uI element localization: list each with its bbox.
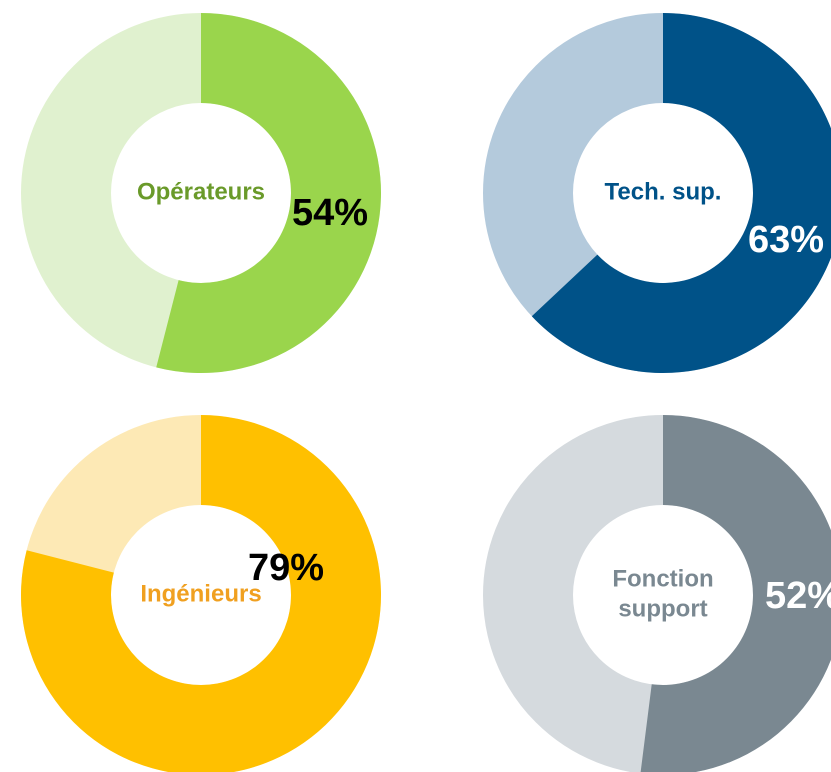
donut-label: support [618, 595, 707, 622]
donut-label: Fonction [612, 565, 713, 592]
donut-slice [21, 415, 381, 772]
donut-slice [531, 13, 831, 373]
donut-label: Opérateurs [137, 178, 265, 205]
donut-label: Ingénieurs [140, 580, 261, 607]
value-label: 63% [748, 219, 824, 261]
donut-label: Tech. sup. [605, 178, 722, 205]
donut-slice [156, 13, 382, 373]
value-label: 52% [765, 575, 831, 617]
value-label: 79% [248, 547, 324, 589]
value-label: 54% [292, 192, 368, 234]
donut-slice [640, 415, 831, 772]
